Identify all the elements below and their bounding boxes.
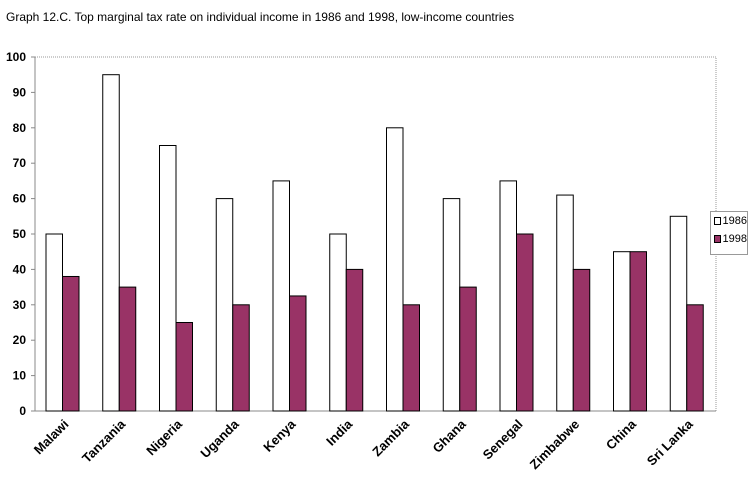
legend-label: 1998	[722, 233, 747, 245]
bar-1986-nigeria	[159, 145, 177, 412]
bar-1986-zambia	[386, 127, 404, 412]
y-tick-label: 60	[13, 192, 27, 206]
x-tick-label: Sri Lanka	[644, 416, 697, 469]
legend-item-1998: 1998	[714, 230, 747, 248]
bar-1998-uganda	[232, 304, 250, 412]
x-tick-label: Senegal	[480, 417, 526, 463]
bar-1998-nigeria	[175, 322, 193, 412]
bar-1986-sri-lanka	[669, 215, 688, 412]
y-tick-label: 30	[13, 298, 27, 312]
x-tick-label: Uganda	[197, 416, 242, 461]
legend-label: 1986	[722, 215, 747, 227]
bar-1998-ghana	[459, 286, 477, 412]
y-tick-label: 80	[13, 121, 27, 135]
y-tick-label: 0	[19, 404, 26, 418]
legend-item-1986: 1986	[714, 212, 747, 230]
x-tick-label: Nigeria	[143, 416, 185, 458]
y-tick-label: 50	[13, 227, 27, 241]
x-tick-label: Kenya	[260, 416, 299, 455]
bar-1998-india	[345, 268, 364, 412]
bar-1998-sri-lanka	[686, 304, 704, 412]
bar-1986-china	[613, 251, 631, 412]
bar-1986-ghana	[442, 198, 461, 412]
x-tick-label: Zambia	[369, 416, 412, 459]
legend: 1986 1998	[710, 211, 748, 255]
y-tick-label: 70	[13, 156, 27, 170]
x-tick-label: India	[323, 416, 356, 449]
bar-1998-malawi	[62, 275, 80, 412]
bar-1986-senegal	[499, 180, 517, 412]
legend-swatch-1998	[714, 235, 721, 243]
y-tick-label: 10	[13, 369, 27, 383]
bar-1986-kenya	[272, 180, 290, 412]
x-tick-label: Malawi	[31, 417, 72, 458]
bar-1986-zimbabwe	[556, 194, 574, 412]
x-tick-label: China	[603, 416, 640, 453]
legend-swatch-1986	[714, 217, 721, 225]
y-tick-label: 90	[13, 85, 27, 99]
x-tick-label: Zimbabwe	[527, 417, 583, 473]
bar-1998-senegal	[516, 233, 534, 412]
bar-1986-malawi	[45, 233, 63, 412]
y-tick-label: 40	[13, 262, 27, 276]
bar-1998-zimbabwe	[572, 268, 591, 412]
x-tick-label: Ghana	[430, 416, 470, 456]
bar-1998-tanzania	[118, 286, 137, 412]
bar-1998-zambia	[402, 304, 420, 412]
bar-1998-kenya	[289, 295, 307, 412]
y-tick-label: 100	[6, 50, 26, 64]
y-tick-label: 20	[13, 333, 27, 347]
chart-title: Graph 12.C. Top marginal tax rate on ind…	[6, 10, 515, 24]
bar-1986-uganda	[215, 198, 234, 412]
bar-1986-tanzania	[102, 74, 120, 412]
bar-1986-india	[329, 233, 347, 412]
x-tick-label: Tanzania	[79, 416, 129, 466]
bar-1998-china	[629, 251, 647, 412]
